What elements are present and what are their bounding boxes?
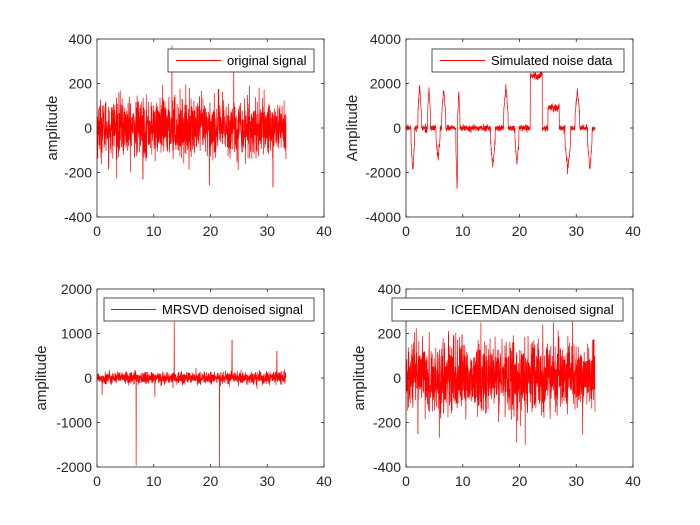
signal-trace-group: [405, 69, 596, 189]
y-tick-label: -400: [373, 459, 401, 475]
y-tick-label: 400: [69, 31, 93, 47]
y-tick-label: -2000: [365, 165, 401, 181]
y-ticks: -400 -200 0 200 400: [373, 281, 633, 475]
x-tick-label: 30: [568, 223, 584, 239]
y-tick-label: -200: [373, 415, 401, 431]
x-tick-label: 10: [455, 223, 471, 239]
signal-trace: [405, 69, 596, 189]
legend-box: [103, 297, 315, 322]
legend: original signal: [167, 48, 315, 73]
y-axis-label: Amplitude: [344, 95, 361, 162]
legend: MRSVD denoised signal: [103, 297, 315, 322]
y-ticks: -4000 -2000 0 2000 4000: [365, 31, 633, 225]
y-tick-label: 2000: [370, 76, 401, 92]
y-tick-label: 1000: [61, 326, 92, 342]
x-ticks: 0 10 20 30 40: [402, 289, 641, 489]
legend: ICEEMDAN denoised signal: [391, 297, 624, 322]
signal-trace: [405, 321, 596, 445]
y-tick-label: -2000: [56, 459, 92, 475]
legend-label: Simulated noise data: [491, 53, 613, 68]
x-tick-label: 10: [455, 473, 471, 489]
y-tick-label: 200: [378, 326, 402, 342]
x-tick-label: 0: [93, 223, 101, 239]
x-tick-label: 40: [316, 473, 332, 489]
y-tick-label: 0: [84, 120, 92, 136]
y-axis-label: amplitude: [351, 345, 368, 410]
y-tick-label: 4000: [370, 31, 401, 47]
y-ticks: -2000 -1000 0 1000 2000: [56, 281, 324, 475]
x-tick-label: 30: [259, 223, 275, 239]
x-tick-label: 40: [625, 223, 641, 239]
x-tick-label: 30: [568, 473, 584, 489]
x-tick-label: 10: [146, 223, 162, 239]
legend-box: [431, 48, 625, 73]
y-tick-label: 2000: [61, 281, 92, 297]
legend-label: MRSVD denoised signal: [162, 302, 303, 317]
y-tick-label: -200: [64, 165, 92, 181]
y-tick-label: 0: [393, 370, 401, 386]
y-tick-label: -1000: [56, 415, 92, 431]
x-ticks: 0 10 20 30 40: [402, 39, 641, 239]
legend-box: [167, 48, 315, 73]
y-axis-label: amplitude: [44, 95, 61, 160]
subplot-iceemdan-denoised: 0 10 20 30 40 -400 -200 0 200 400 amplitude ICEE…: [351, 281, 641, 489]
x-tick-label: 20: [203, 473, 219, 489]
y-tick-label: -4000: [365, 209, 401, 225]
y-tick-label: -400: [64, 209, 92, 225]
x-tick-label: 10: [146, 473, 162, 489]
legend: Simulated noise data: [431, 48, 625, 73]
x-tick-label: 30: [259, 473, 275, 489]
y-tick-label: 200: [69, 76, 93, 92]
legend-label: original signal: [227, 53, 307, 68]
y-ticks: -400 -200 0 200 400: [64, 31, 324, 225]
x-tick-label: 0: [402, 473, 410, 489]
signal-trace-group: [96, 45, 287, 188]
signal-trace: [96, 320, 287, 468]
signal-trace: [96, 45, 287, 188]
signal-trace-group: [405, 321, 596, 445]
x-ticks: 0 10 20 30 40: [93, 289, 332, 489]
y-tick-label: 0: [393, 120, 401, 136]
x-tick-label: 20: [512, 473, 528, 489]
y-tick-label: 0: [84, 370, 92, 386]
x-tick-label: 40: [625, 473, 641, 489]
x-ticks: 0 10 20 30 40: [93, 39, 332, 239]
signal-trace-group: [96, 320, 287, 468]
x-tick-label: 40: [316, 223, 332, 239]
x-tick-label: 0: [402, 223, 410, 239]
x-tick-label: 20: [203, 223, 219, 239]
y-tick-label: 400: [378, 281, 402, 297]
x-tick-label: 20: [512, 223, 528, 239]
legend-label: ICEEMDAN denoised signal: [451, 302, 614, 317]
y-axis-label: amplitude: [33, 345, 50, 410]
legend-box: [391, 297, 624, 322]
subplot-original-signal: 0 10 20 30 40 -400 -200 0 200 400 amplitude orig…: [44, 31, 332, 239]
x-tick-label: 0: [93, 473, 101, 489]
